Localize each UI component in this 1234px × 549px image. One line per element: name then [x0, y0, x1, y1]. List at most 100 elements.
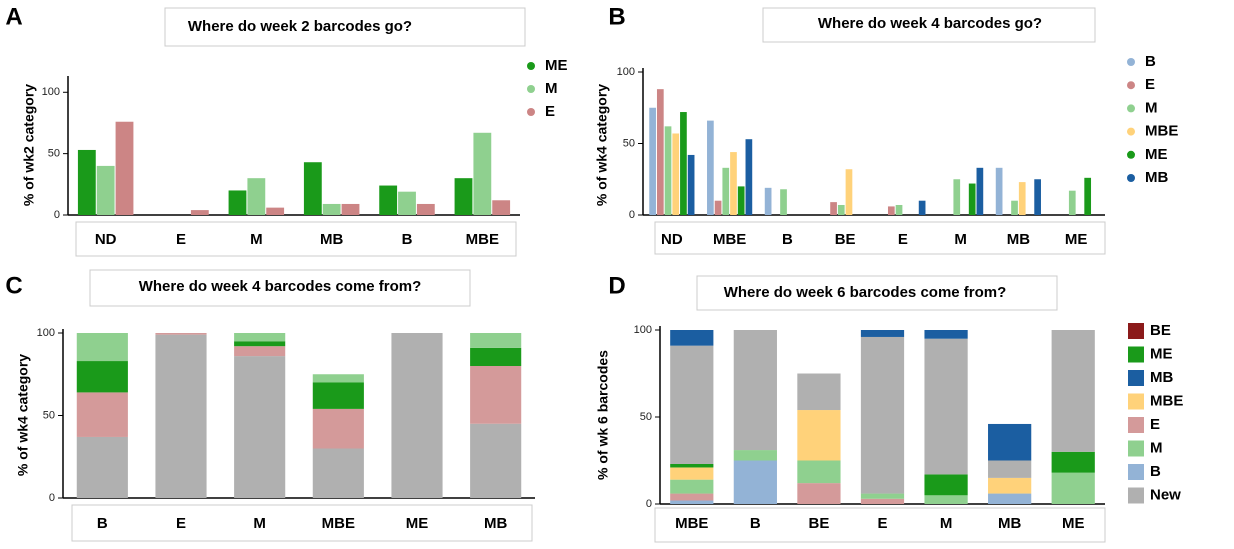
x-tick-label: BE — [809, 515, 830, 532]
legend-marker — [1127, 150, 1135, 159]
legend-label: M — [1145, 99, 1158, 116]
chart-title: Where do week 2 barcodes go? — [188, 18, 412, 35]
bar-segment — [234, 356, 286, 498]
bar — [492, 200, 511, 215]
x-tick-label: ME — [406, 515, 429, 532]
legend-swatch — [1128, 487, 1144, 504]
x-tick-label: M — [250, 231, 263, 248]
bar-segment — [988, 477, 1032, 494]
bar — [398, 191, 416, 215]
x-tick-label: ME — [1062, 515, 1085, 532]
bar-segment — [860, 493, 905, 499]
y-tick-label: 100 — [42, 86, 60, 98]
bar-segment — [797, 460, 841, 484]
legend-label: MBE — [1145, 123, 1178, 140]
bar — [687, 154, 695, 215]
x-tick-label: B — [97, 515, 108, 532]
bar — [830, 202, 837, 215]
x-tick-label: E — [898, 231, 908, 248]
bar-segment — [797, 410, 841, 461]
bar-segment — [76, 361, 128, 393]
bar — [745, 139, 753, 215]
legend-label: MBE — [1150, 392, 1183, 409]
bar — [416, 203, 435, 215]
bar — [77, 149, 96, 215]
bar-segment — [924, 330, 968, 339]
bar — [115, 121, 134, 215]
x-tick-label: ND — [95, 231, 117, 248]
bar-segment — [797, 483, 841, 504]
bar — [976, 167, 984, 215]
x-tick-label: B — [750, 515, 761, 532]
x-tick-label: MBE — [466, 231, 499, 248]
bar — [190, 210, 209, 215]
legend-label: B — [1150, 463, 1161, 480]
x-tick-label: MBE — [675, 515, 708, 532]
bar-segment — [470, 423, 522, 498]
y-axis-label: % of wk 6 barcodes — [595, 350, 611, 480]
y-axis-label: % of wk2 category — [21, 84, 37, 206]
x-tick-label: ND — [661, 231, 683, 248]
category-box — [71, 504, 533, 542]
legend-marker — [527, 85, 535, 93]
bar — [1011, 200, 1018, 215]
legend-label: E — [1145, 76, 1155, 93]
x-tick-label: B — [402, 231, 413, 248]
legend-marker — [1127, 104, 1135, 113]
legend-label: B — [1145, 53, 1156, 70]
legend-marker — [527, 108, 535, 116]
chart-title: Where do week 4 barcodes go? — [818, 15, 1042, 32]
legend-label: MB — [1150, 369, 1173, 386]
legend-swatch — [1128, 464, 1144, 480]
bar-segment — [76, 436, 128, 498]
bar-segment — [670, 345, 714, 464]
bar-segment — [312, 374, 364, 383]
bar-segment — [312, 408, 364, 449]
bar — [1084, 177, 1092, 215]
x-tick-label: BE — [835, 231, 856, 248]
bar — [454, 178, 473, 215]
bar-segment — [670, 467, 714, 480]
legend-marker — [527, 62, 535, 70]
panel-label: C — [5, 272, 22, 299]
category-box — [654, 221, 1106, 255]
bar-segment — [312, 382, 364, 409]
bar — [780, 189, 787, 215]
legend-label: E — [545, 103, 555, 120]
bar-segment — [76, 333, 128, 362]
bar — [1034, 179, 1041, 215]
category-box — [654, 507, 1106, 543]
title-box — [762, 7, 1096, 43]
bar — [764, 187, 772, 215]
bar-segment — [670, 330, 714, 346]
bar — [303, 162, 322, 215]
bar — [722, 167, 730, 215]
panel-label: B — [608, 3, 625, 30]
bar-segment — [988, 460, 1032, 478]
category-box — [75, 221, 517, 257]
bar — [1068, 190, 1076, 215]
y-tick-label: 50 — [623, 137, 635, 149]
bar-segment — [1051, 472, 1095, 504]
bar-segment — [391, 333, 443, 498]
bar-segment — [670, 479, 714, 494]
legend-label: E — [1150, 416, 1160, 433]
bar — [672, 133, 680, 215]
legend-swatch — [1128, 440, 1144, 457]
bar — [680, 112, 687, 215]
bar-segment — [733, 330, 777, 451]
bar — [656, 89, 664, 215]
bar-segment — [860, 498, 905, 504]
bar-segment — [733, 460, 777, 504]
y-tick-label: 50 — [48, 148, 60, 160]
title-box — [89, 269, 471, 307]
legend-swatch — [1128, 417, 1144, 433]
bar — [664, 126, 672, 215]
legend-label: ME — [1145, 146, 1168, 163]
y-tick-label: 0 — [646, 498, 652, 510]
y-axis-label: % of wk4 category — [15, 354, 31, 476]
bar — [730, 152, 737, 215]
x-tick-label: MB — [998, 515, 1021, 532]
x-tick-label: M — [940, 515, 953, 532]
